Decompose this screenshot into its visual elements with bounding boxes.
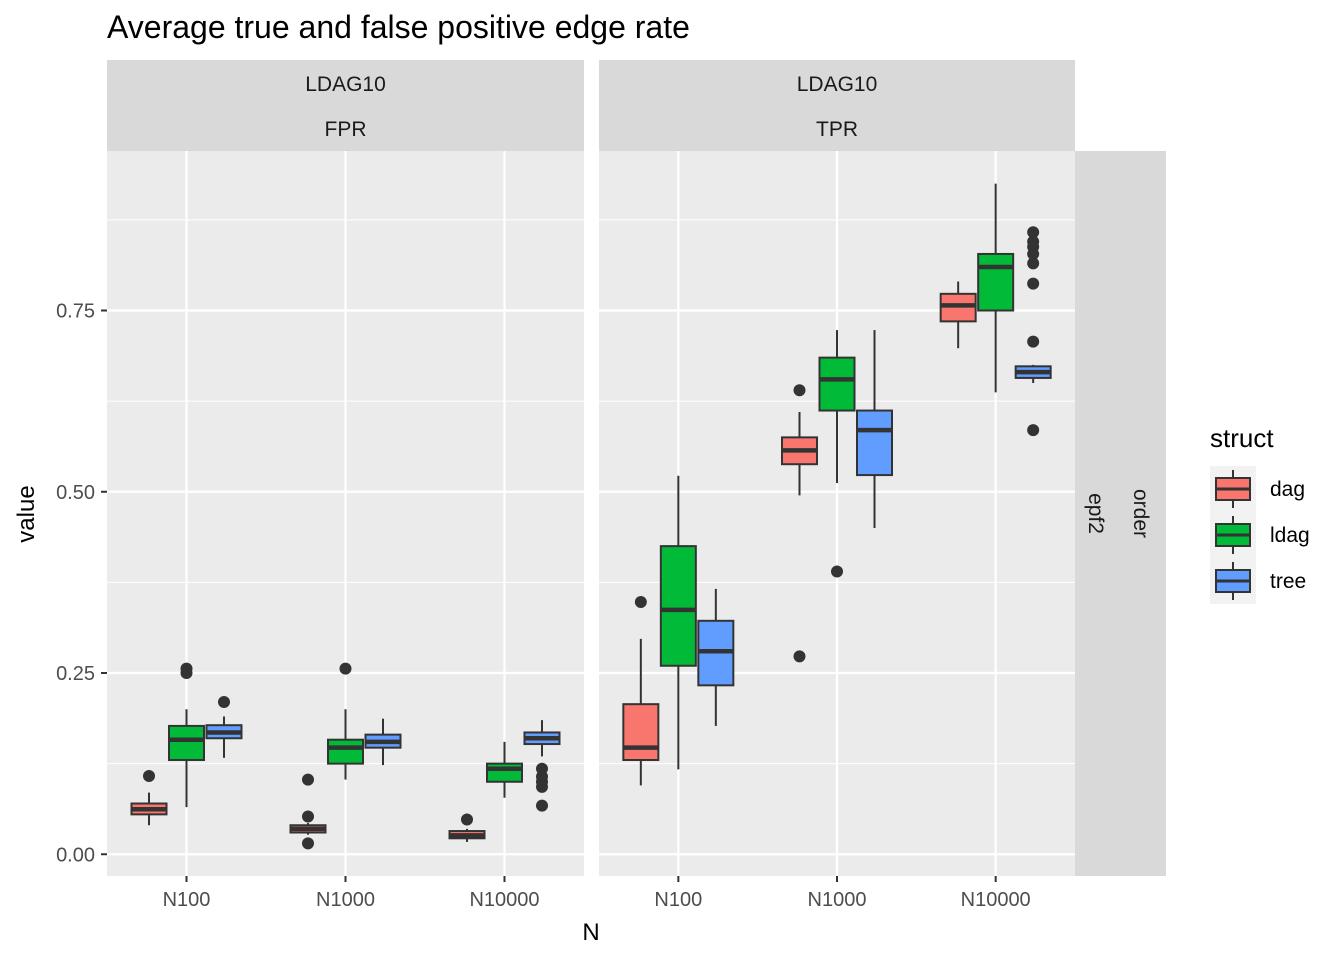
box-ldag bbox=[327, 662, 364, 780]
row-strip-label: epf2 bbox=[1084, 493, 1107, 534]
box-tree bbox=[205, 696, 243, 758]
box-body bbox=[486, 762, 523, 783]
box-body bbox=[168, 724, 205, 761]
box-ldag bbox=[168, 662, 205, 808]
box-dag bbox=[448, 813, 486, 842]
outlier-point bbox=[831, 565, 843, 578]
facet-strip bbox=[107, 60, 584, 151]
y-axis-label: value bbox=[13, 485, 40, 542]
box-tree bbox=[1014, 226, 1052, 437]
box-body bbox=[327, 738, 364, 765]
outlier-point bbox=[536, 799, 548, 812]
legend-title: struct bbox=[1210, 423, 1274, 453]
box-tree bbox=[697, 588, 735, 726]
facet-strip-label: FPR bbox=[325, 118, 367, 141]
legend-item-tree: tree bbox=[1210, 558, 1306, 604]
outlier-point bbox=[1027, 235, 1040, 248]
box-dag bbox=[622, 595, 660, 786]
box-ldag bbox=[486, 741, 523, 798]
y-tick-label: 0.50 bbox=[56, 482, 95, 504]
outlier-point bbox=[536, 762, 548, 775]
y-tick-label: 0.25 bbox=[56, 663, 95, 685]
outlier-point bbox=[1027, 335, 1040, 348]
box-dag bbox=[289, 773, 327, 850]
box-body bbox=[818, 356, 856, 412]
x-tick-label: N1000 bbox=[808, 889, 867, 911]
box-ldag bbox=[818, 330, 856, 578]
facet-strip bbox=[599, 60, 1075, 151]
outlier-point bbox=[1027, 277, 1040, 290]
outlier-point bbox=[1027, 257, 1040, 270]
facet-strip-label: TPR bbox=[816, 118, 858, 141]
box-dag bbox=[939, 281, 977, 349]
legend-item-ldag: ldag bbox=[1210, 512, 1310, 558]
x-tick-label: N10000 bbox=[961, 889, 1031, 911]
box-ldag bbox=[659, 475, 697, 770]
box-dag bbox=[781, 384, 818, 663]
row-strip-background bbox=[1075, 151, 1166, 876]
outlier-point bbox=[1027, 424, 1040, 437]
outlier-point bbox=[180, 662, 193, 675]
x-tick-label: N10000 bbox=[469, 889, 539, 911]
x-tick-label: N100 bbox=[654, 889, 702, 911]
x-tick-label: N100 bbox=[163, 889, 211, 911]
box-tree bbox=[364, 718, 402, 766]
outlier-point bbox=[143, 769, 155, 782]
y-axis: 0.00 0.25 0.50 0.75 bbox=[56, 301, 107, 866]
legend-label: ldag bbox=[1270, 524, 1310, 547]
outlier-point bbox=[302, 837, 314, 850]
outlier-point bbox=[302, 773, 314, 786]
y-tick-label: 0.75 bbox=[56, 301, 95, 323]
facet-strip-label: LDAG10 bbox=[797, 73, 878, 96]
chart-title: Average true and false positive edge rat… bbox=[107, 9, 690, 45]
box-body bbox=[622, 703, 660, 761]
outlier-point bbox=[302, 810, 314, 823]
box-tree bbox=[856, 330, 893, 528]
facet-panel: LDAG10 FPR N100 N1000 N10000 bbox=[107, 60, 584, 911]
outlier-point bbox=[634, 595, 647, 608]
y-tick-label: 0.00 bbox=[56, 844, 95, 866]
outlier-point bbox=[793, 650, 806, 663]
outlier-point bbox=[339, 662, 352, 675]
box-tree bbox=[523, 720, 561, 812]
box-body bbox=[977, 252, 1015, 312]
row-strip-label: order bbox=[1129, 489, 1152, 538]
legend-label: dag bbox=[1270, 478, 1305, 501]
outlier-point bbox=[461, 813, 473, 826]
box-body bbox=[856, 409, 893, 477]
legend-label: tree bbox=[1270, 570, 1306, 593]
facet-row-strip: order epf2 bbox=[1075, 151, 1166, 876]
x-tick-label: N1000 bbox=[316, 889, 375, 911]
outlier-point bbox=[1027, 226, 1040, 239]
legend: struct dag ldag tree bbox=[1210, 423, 1310, 604]
box-body bbox=[659, 545, 697, 667]
box-ldag bbox=[977, 183, 1015, 393]
facet-panels: LDAG10 FPR N100 N1000 N10000 LDAG10 TPR N100 N10… bbox=[107, 60, 1075, 911]
outlier-point bbox=[218, 696, 230, 708]
outlier-point bbox=[793, 384, 806, 397]
legend-item-dag: dag bbox=[1210, 466, 1305, 512]
facet-strip-label: LDAG10 bbox=[305, 73, 386, 96]
x-axis-label: N bbox=[582, 919, 599, 946]
facet-panel: LDAG10 TPR N100 N1000 N10000 bbox=[599, 60, 1075, 911]
box-dag bbox=[130, 769, 168, 826]
